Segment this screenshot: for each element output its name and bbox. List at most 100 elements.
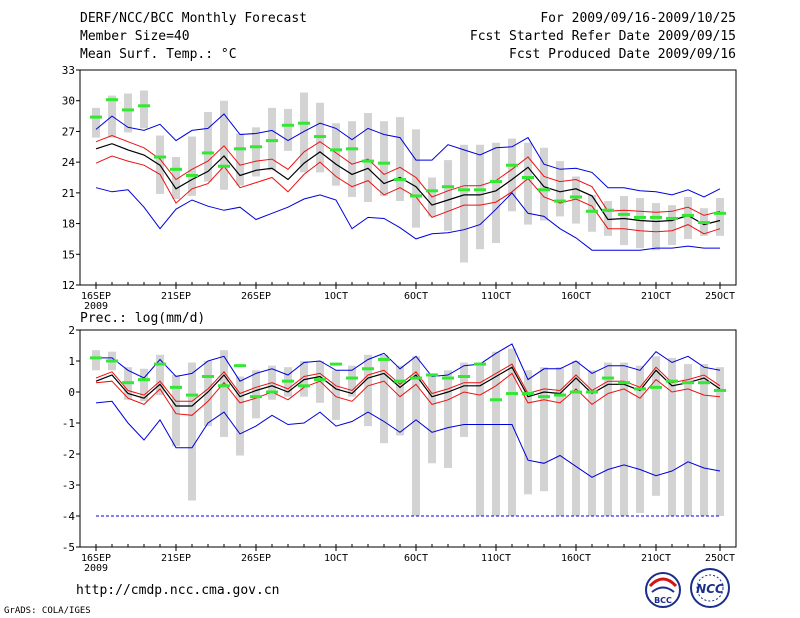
temp-spread-bar: [620, 195, 628, 246]
temp-spread-bar: [444, 160, 452, 231]
prec-observed-mark: [650, 385, 662, 389]
prec-ytick-label: 0: [68, 386, 75, 399]
temp-observed-mark: [650, 215, 662, 219]
temp-spread-bar: [460, 144, 468, 263]
prec-spread-bar: [460, 362, 468, 437]
prec-observed-mark: [410, 376, 422, 380]
prec-ensemble-max-line: [96, 343, 721, 382]
temp-observed-mark: [538, 188, 550, 192]
bcc-logo-arc: [651, 586, 675, 593]
temp-observed-mark: [122, 108, 134, 112]
prec-observed-mark: [122, 381, 134, 385]
temp-ytick-label: 24: [62, 156, 76, 169]
prec-mean-1-sd-line: [95, 363, 721, 402]
prec-observed-mark: [314, 378, 326, 382]
precipitation-title: Prec.: log(mm/d): [80, 311, 205, 326]
prec-ytick-label: -5: [62, 541, 75, 554]
prec-xtick-label: 11OCT: [481, 553, 511, 564]
prec-observed-mark: [506, 392, 518, 396]
prec-spread-bar: [588, 370, 596, 516]
temp-observed-mark: [474, 188, 486, 192]
prec-observed-mark: [714, 388, 726, 392]
temp-observed-mark: [570, 195, 582, 199]
temp-observed-mark: [170, 167, 182, 171]
temp-spread-bar: [636, 197, 644, 249]
temp-xtick-label: 21OCT: [641, 291, 671, 302]
prec-spread-bar: [156, 354, 164, 396]
temp-observed-mark: [666, 216, 678, 220]
temp-observed-mark: [218, 164, 230, 168]
prec-spread-bar: [620, 362, 628, 516]
temp-observed-mark: [202, 151, 214, 155]
prec-observed-mark: [682, 381, 694, 385]
temp-observed-mark: [298, 121, 310, 125]
prec-ensemble-min-line: [95, 400, 721, 478]
prec-spread-bar: [428, 373, 436, 464]
temp-spread-bar: [508, 138, 516, 212]
prec-observed-mark: [282, 379, 294, 383]
temp-plot-frame: [79, 69, 737, 286]
prec-xtick-label: 26SEP: [241, 553, 271, 564]
ncc-logo: NCC: [690, 568, 730, 608]
temp-xtick-label: 16OCT: [561, 291, 591, 302]
temp-spread-bar: [588, 194, 596, 232]
prec-observed-mark: [442, 376, 454, 380]
temp-observed-mark: [522, 176, 534, 179]
temp-spread-bar: [572, 176, 580, 224]
temp-observed-mark: [714, 211, 726, 215]
prec-observed-mark: [538, 395, 550, 399]
member-size-label: Member Size=40: [80, 29, 190, 44]
source-url[interactable]: http://cmdp.ncc.cma.gov.cn: [76, 583, 280, 598]
prec-observed-mark: [218, 384, 230, 388]
temp-spread-bar: [524, 142, 532, 225]
prec-spread-bar: [316, 361, 324, 403]
prec-spread-bar: [524, 370, 532, 495]
temp-ytick-label: 33: [62, 64, 75, 77]
temp-spread-bar: [188, 136, 196, 196]
prec-spread-bar: [716, 367, 724, 516]
prec-spread-bar: [348, 365, 356, 397]
temp-spread-bar: [540, 147, 548, 221]
prec-observed-mark: [458, 375, 470, 378]
prec-spread-bar: [332, 370, 340, 420]
prec-spread-bar: [252, 370, 260, 419]
temp-spread-bar: [652, 203, 660, 251]
temp-observed-mark: [586, 209, 598, 213]
prec-spread-bar: [556, 367, 564, 516]
prec-spread-bar: [700, 364, 708, 516]
temp-spread-bar: [556, 161, 564, 217]
temp-spread-bar: [668, 205, 676, 246]
prec-spread-bar: [668, 357, 676, 516]
temp-xtick-label: 21SEP: [161, 291, 191, 302]
grads-credit: GrADS: COLA/IGES: [4, 606, 91, 616]
ncc-logo-inner-ring: [696, 574, 724, 602]
temp-observed-mark: [442, 185, 454, 189]
temp-ensemble-min-line: [95, 187, 720, 251]
temp-observed-mark: [490, 180, 502, 184]
temp-spread-bar: [396, 117, 404, 202]
prec-observed-mark: [170, 385, 182, 389]
temp-observed-mark: [154, 155, 166, 159]
prec-observed-mark: [666, 379, 678, 383]
temp-xtick-label: 11OCT: [481, 291, 511, 302]
prec-spread-bar: [204, 361, 212, 427]
temp-spread-bar: [172, 157, 180, 199]
prec-spread-bar: [188, 362, 196, 501]
temp-spread-bar: [492, 142, 500, 244]
prec-observed-mark: [602, 376, 614, 380]
temp-mean-1-sd-line: [95, 155, 721, 235]
prec-observed-mark: [250, 395, 262, 399]
temp-spread-bar: [284, 108, 292, 151]
prec-ytick-label: -3: [62, 479, 75, 492]
temp-spread-bar: [92, 107, 100, 138]
temp-xtick-label: 1OCT: [324, 291, 348, 302]
prec-spread-bar: [380, 354, 388, 444]
prec-xtick-sublabel: 2009: [84, 563, 108, 574]
bcc-logo-text: BCC: [654, 596, 672, 605]
temp-observed-mark: [282, 123, 294, 127]
prec-ytick-label: 1: [68, 355, 75, 368]
prec-spread-bar: [412, 356, 420, 516]
temp-observed-mark: [458, 188, 470, 192]
